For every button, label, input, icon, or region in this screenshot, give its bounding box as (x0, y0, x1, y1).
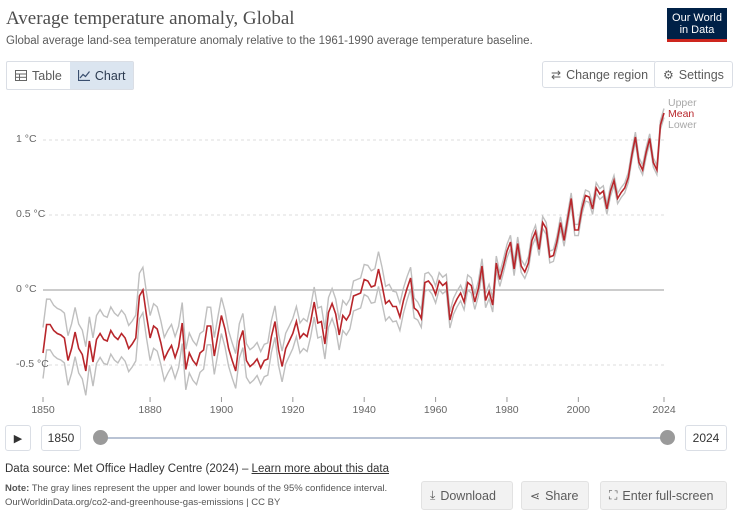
share-icon: ⋖ (530, 488, 541, 503)
share-label: Share (545, 488, 579, 503)
end-year-box[interactable]: 2024 (685, 425, 727, 451)
x-tick-label: 1900 (209, 404, 234, 416)
download-button[interactable]: ⤓ Download (421, 481, 513, 510)
view-tabs: Table Chart (6, 61, 135, 90)
timeline-track[interactable] (100, 437, 667, 439)
chart-note: Note: The gray lines represent the upper… (5, 483, 387, 494)
source-prefix: Data source: (5, 463, 71, 475)
share-button[interactable]: ⋖ Share (521, 481, 589, 510)
fullscreen-label: Enter full-screen (622, 488, 714, 503)
y-tick-label: 0.5 °C (16, 208, 46, 220)
x-tick-label: 1920 (281, 404, 305, 416)
tab-table[interactable]: Table (7, 62, 70, 89)
note-prefix: Note: (5, 483, 30, 494)
x-tick-label: 1980 (495, 404, 519, 416)
expand-icon: ⛶ (609, 488, 618, 502)
note-text: The gray lines represent the upper and l… (29, 483, 388, 494)
x-tick-label: 1960 (423, 404, 448, 416)
table-icon (15, 70, 27, 81)
fullscreen-button[interactable]: ⛶ Enter full-screen (600, 481, 727, 510)
x-tick-label: 2024 (652, 404, 676, 416)
source-sep: – (238, 463, 252, 475)
y-tick-label: 1 °C (16, 133, 37, 145)
legend-mean: Mean (668, 108, 695, 120)
logo-line-2: in Data (679, 24, 715, 36)
download-icon: ⤓ (430, 488, 436, 502)
learn-more-link[interactable]: Learn more about this data (251, 463, 389, 475)
upper-bound-line (42, 108, 665, 354)
x-tick-label: 1880 (138, 404, 162, 416)
line-chart-icon (77, 70, 90, 81)
legend-lower: Lower (668, 119, 697, 131)
legend-upper: Upper (668, 97, 697, 109)
x-tick-label: 1940 (352, 404, 376, 416)
x-tick-label: 1850 (31, 404, 55, 416)
y-tick-label: 0 °C (16, 283, 37, 295)
y-tick-label: -0.5 °C (16, 358, 49, 370)
owid-logo[interactable]: Our World in Data (667, 8, 727, 42)
timeline-end-handle[interactable] (660, 430, 675, 445)
lower-bound-line (42, 117, 665, 396)
settings-button[interactable]: ⚙ Settings (654, 61, 733, 88)
play-icon: ▶ (13, 432, 23, 445)
page-subtitle: Global average land-sea temperature anom… (6, 35, 533, 47)
x-tick-label: 2000 (566, 404, 591, 416)
settings-label: Settings (678, 67, 724, 82)
change-region-button[interactable]: ⇄ Change region (542, 61, 658, 88)
data-source: Data source: Met Office Hadley Centre (2… (5, 463, 389, 475)
start-year-box[interactable]: 1850 (41, 425, 81, 451)
temperature-chart (42, 108, 665, 402)
swap-arrows-icon: ⇄ (551, 67, 562, 82)
tab-table-label: Table (32, 68, 62, 83)
download-label: Download (440, 488, 496, 503)
source-url[interactable]: OurWorldinData.org/co2-and-greenhouse-ga… (5, 497, 281, 508)
source-name: Met Office Hadley Centre (2024) (73, 463, 239, 475)
tab-chart[interactable]: Chart (69, 62, 134, 89)
gear-icon: ⚙ (663, 67, 674, 82)
play-button[interactable]: ▶ (5, 425, 31, 451)
tab-chart-label: Chart (94, 68, 126, 83)
timeline-start-handle[interactable] (93, 430, 108, 445)
mean-line (42, 112, 665, 372)
change-region-label: Change region (566, 67, 649, 82)
logo-line-1: Our World (672, 12, 722, 24)
page-title: Average temperature anomaly, Global (6, 8, 295, 29)
